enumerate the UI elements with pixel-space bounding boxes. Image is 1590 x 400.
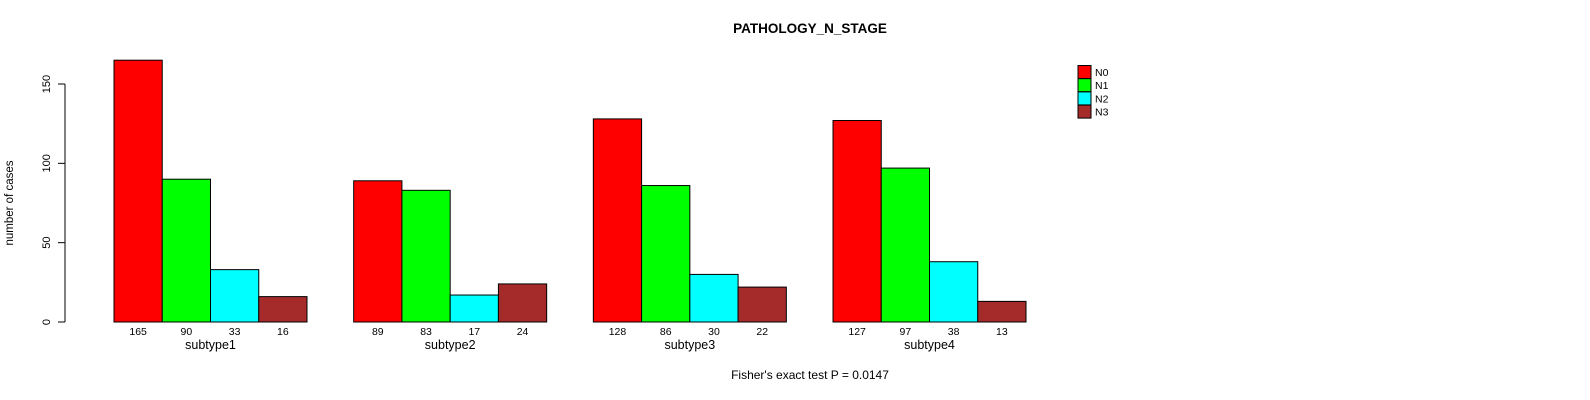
category-label-subtype1: subtype1: [185, 338, 236, 352]
bar-value-label: 128: [609, 326, 627, 338]
bar-subtype3-N0: [592, 118, 643, 323]
bar-subtype1-N2: [210, 269, 260, 323]
bar-subtype2-N0: [353, 180, 403, 323]
legend-label-N1: N1: [1095, 80, 1109, 92]
bar-subtype1-N1: [161, 178, 211, 323]
bar-value-label: 86: [660, 326, 672, 338]
y-tick-label: 50: [41, 237, 53, 249]
bar-value-label: 90: [181, 326, 193, 338]
bar-value-label: 17: [468, 326, 480, 338]
bar-value-label: 16: [277, 326, 289, 338]
legend-swatch-N2: [1077, 91, 1092, 106]
category-label-subtype2: subtype2: [425, 338, 476, 352]
bar-value-label: 22: [756, 326, 768, 338]
bar-value-label: 24: [517, 326, 529, 338]
y-axis-label: number of cases: [4, 160, 16, 245]
x-labels-layer: 165 90 33 16 subtype1 89 83 17 24 subtype2 128 86 30…: [129, 326, 1008, 352]
bar-subtype1-N0: [113, 59, 163, 323]
legend-label-N0: N0: [1095, 67, 1109, 79]
bar-subtype4-N1: [880, 167, 931, 323]
bar-subtype4-N0: [832, 119, 882, 323]
bar-subtype1-N3: [258, 296, 308, 323]
y-tick-label: 0: [41, 319, 53, 325]
bar-subtype4-N3: [977, 300, 1027, 323]
legend-label-N3: N3: [1095, 107, 1109, 119]
bar-subtype4-N2: [929, 261, 979, 323]
bar-subtype2-N1: [401, 189, 451, 323]
category-label-subtype4: subtype4: [904, 338, 955, 352]
bar-value-label: 83: [420, 326, 432, 338]
bar-value-label: 127: [848, 326, 866, 338]
bar-value-label: 13: [996, 326, 1008, 338]
bar-subtype3-N2: [689, 273, 739, 323]
bar-subtype2-N3: [497, 283, 548, 323]
y-tick-label: 150: [41, 75, 53, 93]
bar-subtype3-N3: [737, 286, 787, 323]
legend-swatch-N1: [1077, 78, 1092, 93]
bar-value-label: 30: [708, 326, 720, 338]
bar-value-label: 33: [229, 326, 241, 338]
bar-value-label: 38: [948, 326, 960, 338]
legend-swatch-N0: [1077, 65, 1092, 79]
legend-label-N2: N2: [1095, 93, 1109, 105]
bar-subtype3-N1: [641, 185, 691, 323]
legend-swatch-N3: [1077, 104, 1092, 119]
bar-value-label: 165: [129, 326, 147, 338]
y-tick-label: 100: [41, 154, 53, 172]
chart-title: PATHOLOGY_N_STAGE: [733, 21, 887, 36]
y-axis: 0 50 100 150: [41, 75, 66, 325]
bar-subtype2-N2: [449, 294, 499, 323]
category-label-subtype3: subtype3: [664, 338, 715, 352]
bar-value-label: 97: [900, 326, 912, 338]
bar-value-label: 89: [372, 326, 384, 338]
fisher-annotation: Fisher's exact test P = 0.0147: [731, 368, 889, 382]
bars-layer: [113, 59, 1027, 323]
